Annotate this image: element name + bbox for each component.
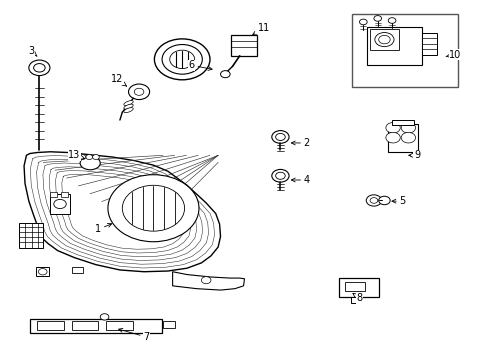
Bar <box>50 194 69 213</box>
Bar <box>421 32 436 55</box>
Text: 13: 13 <box>68 150 84 160</box>
Bar <box>61 192 67 197</box>
Circle shape <box>54 199 66 208</box>
Bar <box>366 27 421 66</box>
Circle shape <box>387 18 395 23</box>
Text: 12: 12 <box>111 75 126 86</box>
Ellipse shape <box>123 100 133 105</box>
Bar <box>369 29 398 50</box>
Bar <box>38 321 64 330</box>
Ellipse shape <box>123 104 133 109</box>
Text: 8: 8 <box>352 293 362 303</box>
Polygon shape <box>172 272 244 290</box>
Circle shape <box>271 170 288 182</box>
Bar <box>72 267 82 274</box>
Text: 2: 2 <box>291 138 309 148</box>
Circle shape <box>86 154 92 159</box>
Circle shape <box>154 39 209 80</box>
Circle shape <box>275 134 285 140</box>
Ellipse shape <box>80 156 100 170</box>
Circle shape <box>220 71 230 78</box>
Circle shape <box>378 196 389 205</box>
Bar <box>19 223 43 248</box>
Text: 3: 3 <box>28 46 37 56</box>
Text: 5: 5 <box>391 196 405 206</box>
Bar <box>30 319 161 333</box>
Circle shape <box>385 132 400 143</box>
Text: 4: 4 <box>291 175 309 185</box>
Circle shape <box>378 35 389 44</box>
Ellipse shape <box>123 108 133 113</box>
Text: 10: 10 <box>445 50 461 60</box>
Circle shape <box>134 88 143 95</box>
Bar <box>231 35 257 56</box>
Bar <box>350 297 361 303</box>
Bar <box>391 120 413 125</box>
Circle shape <box>29 60 50 76</box>
Circle shape <box>366 195 381 206</box>
Circle shape <box>39 269 47 275</box>
Circle shape <box>92 154 99 159</box>
Circle shape <box>385 122 400 133</box>
Circle shape <box>34 64 45 72</box>
Circle shape <box>373 15 381 21</box>
Bar <box>345 282 365 292</box>
Circle shape <box>374 32 393 47</box>
Text: 9: 9 <box>408 150 419 160</box>
Bar <box>50 192 57 197</box>
Text: 7: 7 <box>119 328 149 342</box>
Circle shape <box>400 132 415 143</box>
Circle shape <box>128 84 149 100</box>
Bar <box>351 14 457 86</box>
Circle shape <box>400 122 415 133</box>
Bar <box>72 321 98 330</box>
Text: 11: 11 <box>252 23 269 35</box>
Circle shape <box>275 172 285 179</box>
Circle shape <box>108 175 199 242</box>
Bar <box>339 278 378 297</box>
Text: 6: 6 <box>188 60 212 71</box>
Circle shape <box>271 131 288 143</box>
Bar <box>106 321 133 330</box>
Polygon shape <box>24 152 220 272</box>
Circle shape <box>169 50 194 68</box>
Circle shape <box>162 45 202 74</box>
Circle shape <box>79 154 86 159</box>
Circle shape <box>201 277 210 284</box>
Text: 1: 1 <box>95 224 111 234</box>
Circle shape <box>359 19 366 25</box>
Circle shape <box>369 198 377 203</box>
Bar <box>387 123 417 153</box>
Bar <box>163 321 175 328</box>
Circle shape <box>100 314 109 320</box>
Bar <box>36 267 49 276</box>
Circle shape <box>122 185 184 231</box>
